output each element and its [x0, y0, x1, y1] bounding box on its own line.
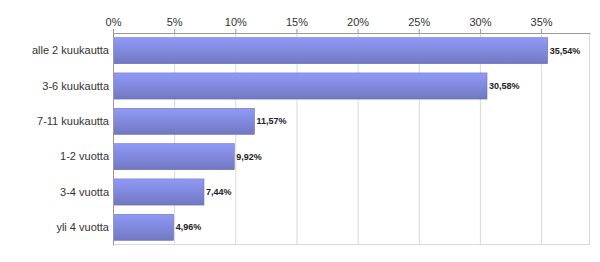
grid-line [480, 33, 481, 245]
tick: 1-2 vuotta [60, 150, 113, 162]
tick: 3-6 kuukautta [42, 80, 113, 92]
category-label: yli 4 vuotta [56, 221, 109, 233]
tick: 30% [469, 16, 491, 33]
category-label: 7-11 kuukautta [37, 115, 110, 127]
bar [113, 144, 234, 170]
data-label: 11,57% [257, 116, 287, 126]
bar [113, 179, 204, 205]
category-label: alle 2 kuukautta [32, 44, 110, 56]
tick-label: 10% [225, 16, 247, 28]
data-label: 30,58% [489, 81, 520, 91]
tick-mark [419, 29, 420, 33]
data-label: 35,54% [550, 46, 581, 56]
tick: 35% [531, 16, 553, 33]
tick: yli 4 vuotta [56, 221, 113, 233]
tick-label: 5% [167, 16, 183, 28]
axis-line [114, 33, 591, 34]
grid-line [296, 33, 297, 245]
tick: 3-4 vuotta [60, 186, 113, 198]
bar [113, 108, 255, 134]
category-label: 3-4 vuotta [60, 186, 110, 198]
tick-mark [174, 29, 175, 33]
bar [113, 73, 487, 99]
plot-frame [113, 244, 590, 245]
x-axis: 0% 5% 10% 15% 20% 25% 30% 35% [106, 16, 591, 34]
grid-line [235, 33, 236, 245]
y-axis: alle 2 kuukautta 3-6 kuukautta 7-11 kuukau… [32, 34, 114, 246]
tick-label: 0% [106, 16, 122, 28]
tick-mark [480, 29, 481, 33]
tick: 7-11 kuukautta [37, 115, 113, 127]
chart: 0% 5% 10% 15% 20% 25% 30% 35% alle 2 kuukautta 3-… [0, 0, 600, 262]
bars [113, 38, 548, 241]
tick: 25% [408, 16, 430, 33]
tick-mark [541, 29, 542, 33]
category-label: 1-2 vuotta [60, 150, 110, 162]
plot-frame [589, 33, 590, 245]
axis-line [113, 34, 114, 246]
tick-label: 15% [286, 16, 308, 28]
grid-line [541, 33, 542, 245]
grid-line [174, 33, 175, 245]
tick: alle 2 kuukautta [32, 44, 113, 56]
tick-mark [296, 29, 297, 33]
data-label: 9,92% [236, 152, 262, 162]
tick-label: 25% [408, 16, 430, 28]
tick: 20% [347, 16, 369, 33]
tick: 15% [286, 16, 308, 33]
bar [113, 214, 174, 240]
tick-label: 20% [347, 16, 369, 28]
grid-line [358, 33, 359, 245]
tick: 5% [167, 16, 183, 33]
category-label: 3-6 kuukautta [42, 80, 110, 92]
data-label: 7,44% [206, 187, 232, 197]
grid [114, 33, 542, 245]
tick-label: 30% [469, 16, 491, 28]
tick-label: 35% [531, 16, 553, 28]
data-label: 4,96% [176, 222, 202, 232]
tick: 10% [225, 16, 247, 33]
grid-line [419, 33, 420, 245]
tick-mark [358, 29, 359, 33]
grid-line [113, 33, 114, 245]
tick: 0% [106, 16, 122, 33]
bar [113, 38, 548, 64]
tick-mark [235, 29, 236, 33]
tick-mark [113, 29, 114, 33]
data-labels: 35,54% 30,58% 11,57% 9,92% 7,44% 4,96% [176, 46, 581, 233]
